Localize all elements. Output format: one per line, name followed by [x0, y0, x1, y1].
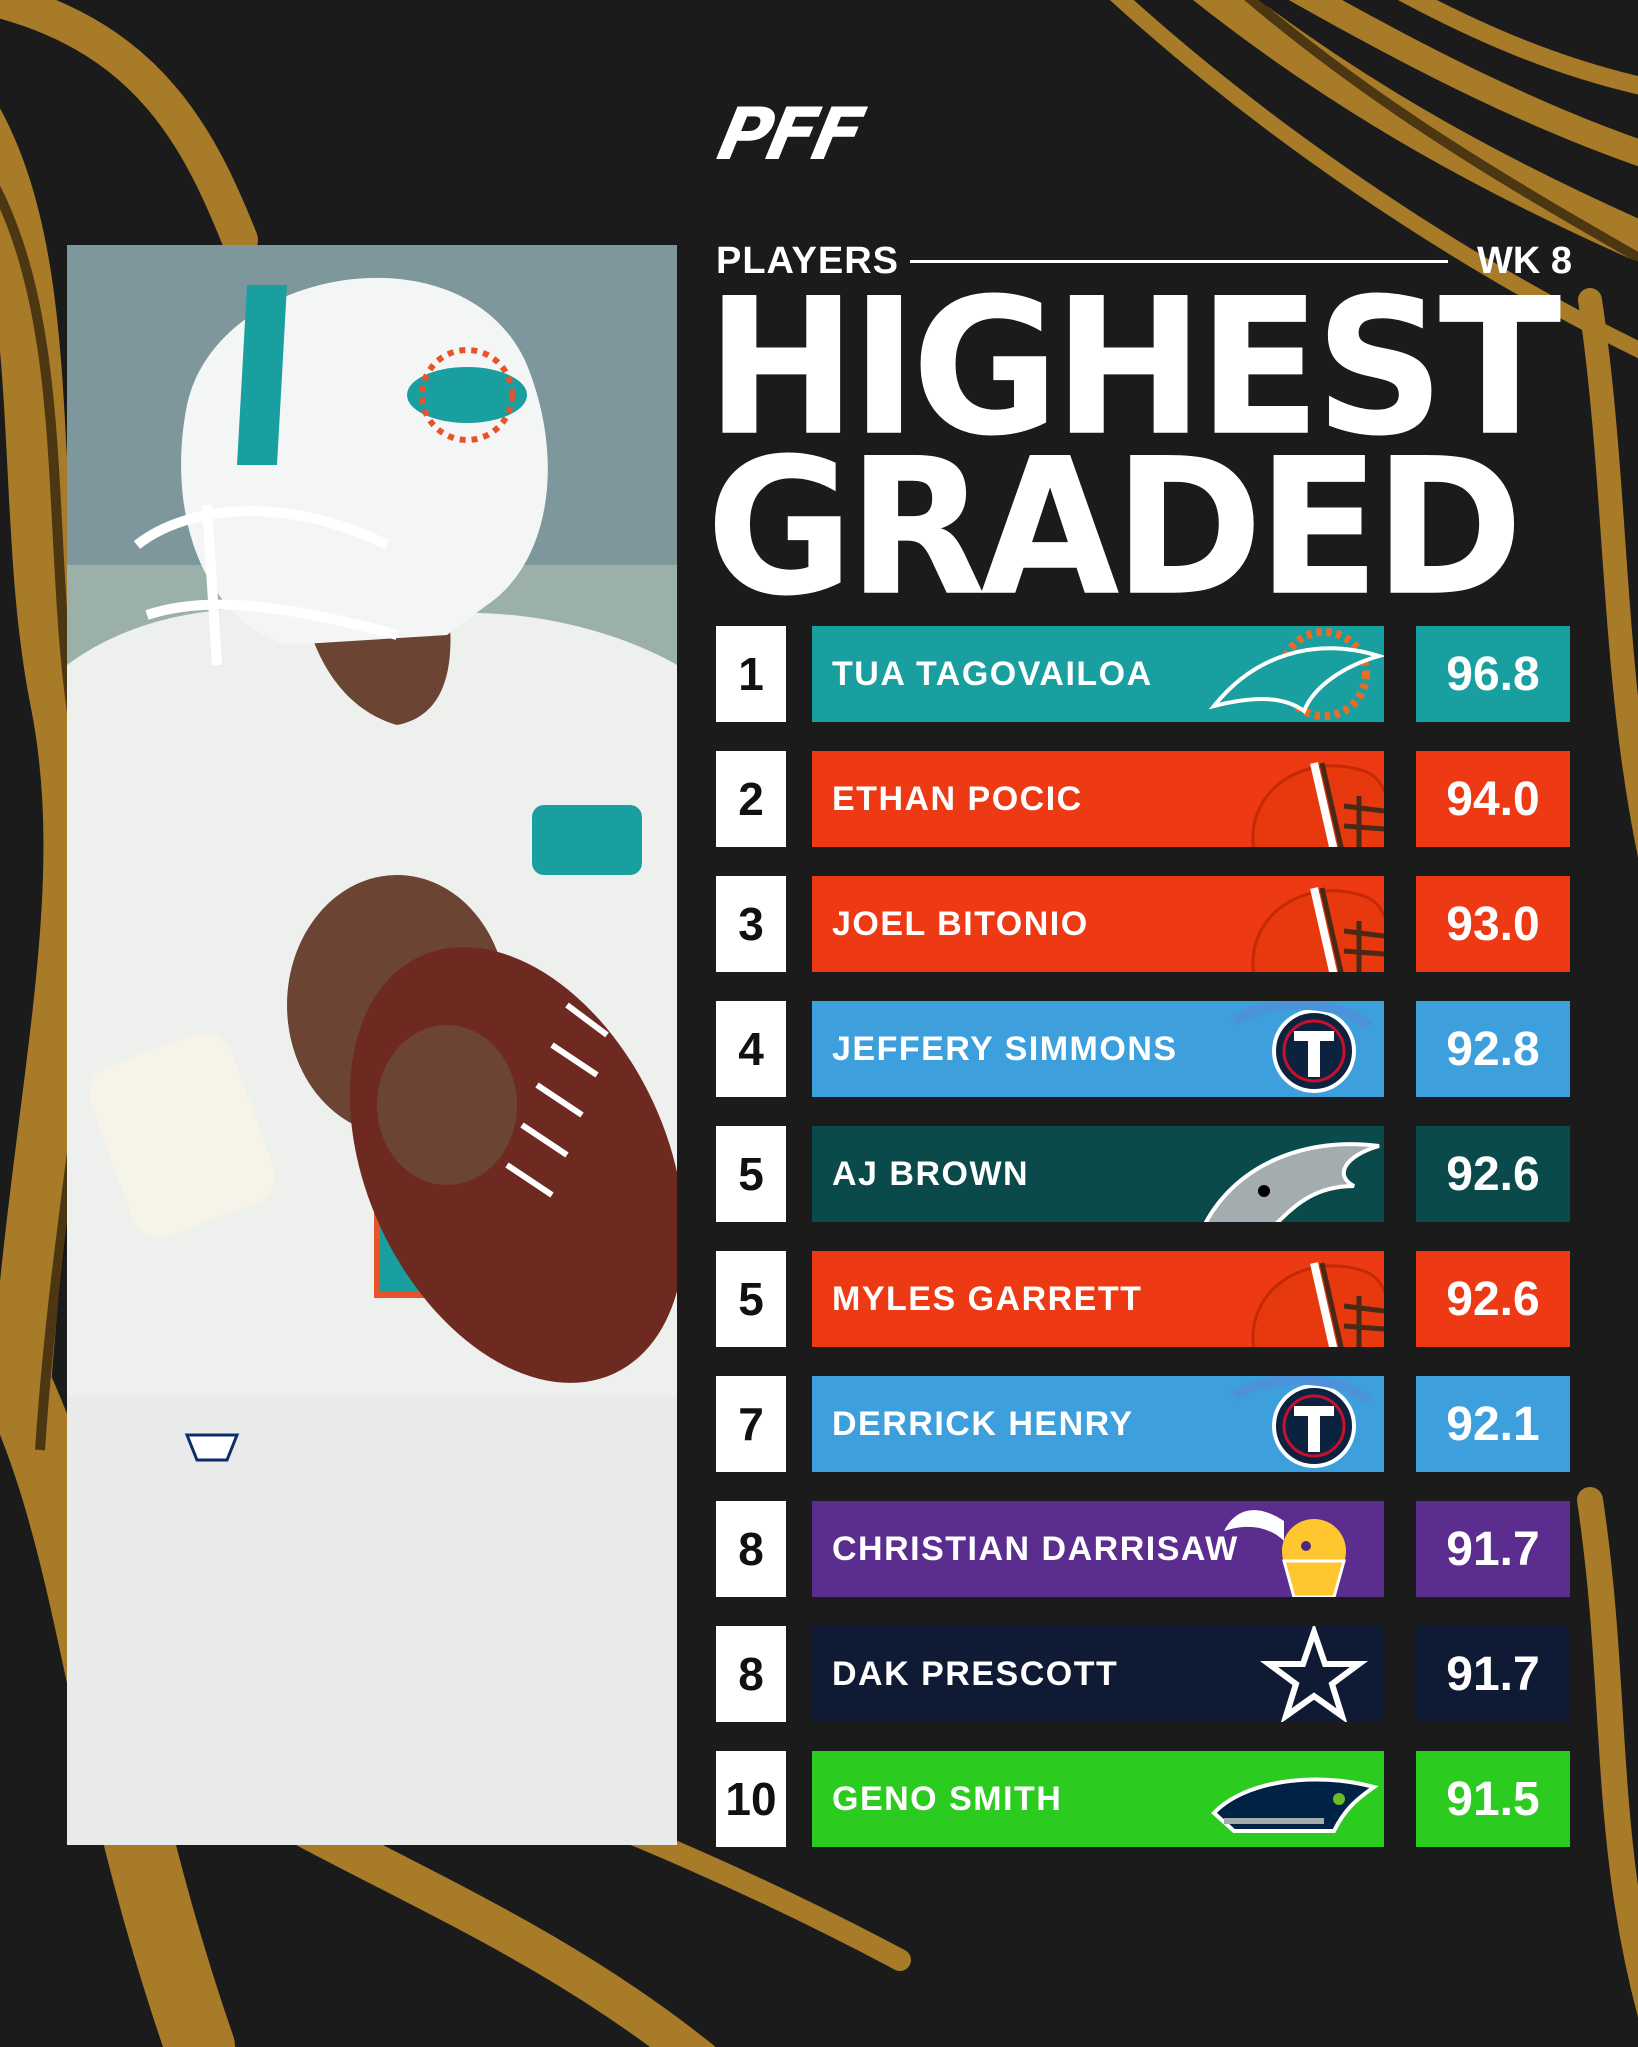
rank-number: 10	[716, 1751, 786, 1847]
player-name-bar: CHRISTIAN DARRISAW	[812, 1501, 1384, 1597]
rank-number: 7	[716, 1376, 786, 1472]
ranking-row: 3 JOEL BITONIO 93.0	[716, 876, 1570, 972]
ranking-row: 8 CHRISTIAN DARRISAW 91.7	[716, 1501, 1570, 1597]
ranking-row: 5 MYLES GARRETT 92.6	[716, 1251, 1570, 1347]
category-label: PLAYERS	[716, 240, 899, 282]
player-name-bar: TUA TAGOVAILOA	[812, 626, 1384, 722]
browns-helmet-icon	[1251, 762, 1384, 847]
player-name: ETHAN POCIC	[832, 779, 1083, 818]
header-divider	[910, 260, 1448, 263]
player-name: CHRISTIAN DARRISAW	[832, 1529, 1239, 1568]
player-grade: 92.6	[1416, 1126, 1570, 1222]
rank-number: 5	[716, 1126, 786, 1222]
player-name-bar: DAK PRESCOTT	[812, 1626, 1384, 1722]
seahawks-logo-icon	[1211, 1777, 1379, 1833]
pff-logo: PFF	[711, 92, 869, 176]
eagles-logo-icon	[1203, 1142, 1380, 1222]
rank-number: 8	[716, 1626, 786, 1722]
player-name: DERRICK HENRY	[832, 1404, 1134, 1443]
week-label: WK 8	[1477, 240, 1572, 282]
header-row: PLAYERS WK 8	[716, 236, 1572, 286]
player-name-bar: MYLES GARRETT	[812, 1251, 1384, 1347]
dolphins-logo-icon	[1208, 628, 1384, 720]
player-name: JOEL BITONIO	[832, 904, 1089, 943]
player-name-bar: DERRICK HENRY	[812, 1376, 1384, 1472]
ranking-row: 8 DAK PRESCOTT 91.7	[716, 1626, 1570, 1722]
rank-number: 3	[716, 876, 786, 972]
player-name-bar: ETHAN POCIC	[812, 751, 1384, 847]
player-name: MYLES GARRETT	[832, 1279, 1143, 1318]
ranking-row: 1 TUA TAGOVAILOA 96.8	[716, 626, 1570, 722]
player-name: AJ BROWN	[832, 1154, 1030, 1193]
titans-logo-icon	[1231, 1376, 1373, 1468]
player-grade: 92.1	[1416, 1376, 1570, 1472]
player-name: TUA TAGOVAILOA	[832, 654, 1153, 693]
player-grade: 92.8	[1416, 1001, 1570, 1097]
player-name-bar: AJ BROWN	[812, 1126, 1384, 1222]
player-grade: 96.8	[1416, 626, 1570, 722]
cowboys-star-icon	[1259, 1626, 1369, 1722]
vikings-logo-icon	[1224, 1510, 1346, 1597]
player-grade: 92.6	[1416, 1251, 1570, 1347]
titans-logo-icon	[1231, 1001, 1373, 1093]
player-grade: 94.0	[1416, 751, 1570, 847]
ranking-row: 10 GENO SMITH 91.5	[716, 1751, 1570, 1847]
player-grade: 91.5	[1416, 1751, 1570, 1847]
player-name: DAK PRESCOTT	[832, 1654, 1119, 1693]
player-name-bar: GENO SMITH	[812, 1751, 1384, 1847]
quarterback-illustration	[67, 245, 677, 1845]
player-name-bar: JOEL BITONIO	[812, 876, 1384, 972]
rank-number: 8	[716, 1501, 786, 1597]
ranking-row: 4 JEFFERY SIMMONS 92.8	[716, 1001, 1570, 1097]
rank-number: 1	[716, 626, 786, 722]
browns-helmet-icon	[1251, 887, 1384, 972]
ranking-row: 2 ETHAN POCIC 94.0	[716, 751, 1570, 847]
title-line-2: GRADED	[706, 418, 1523, 638]
player-name: GENO SMITH	[832, 1779, 1063, 1818]
player-name: JEFFERY SIMMONS	[832, 1029, 1178, 1068]
player-grade: 93.0	[1416, 876, 1570, 972]
rank-number: 2	[716, 751, 786, 847]
rank-number: 5	[716, 1251, 786, 1347]
title-line-1: HIGHEST	[706, 258, 1561, 478]
player-grade: 91.7	[1416, 1626, 1570, 1722]
player-name-bar: JEFFERY SIMMONS	[812, 1001, 1384, 1097]
rank-number: 4	[716, 1001, 786, 1097]
ranking-row: 7 DERRICK HENRY 92.1	[716, 1376, 1570, 1472]
ranking-row: 5 AJ BROWN 92.6	[716, 1126, 1570, 1222]
player-photo	[67, 245, 677, 1845]
browns-helmet-icon	[1251, 1262, 1384, 1347]
player-grade: 91.7	[1416, 1501, 1570, 1597]
